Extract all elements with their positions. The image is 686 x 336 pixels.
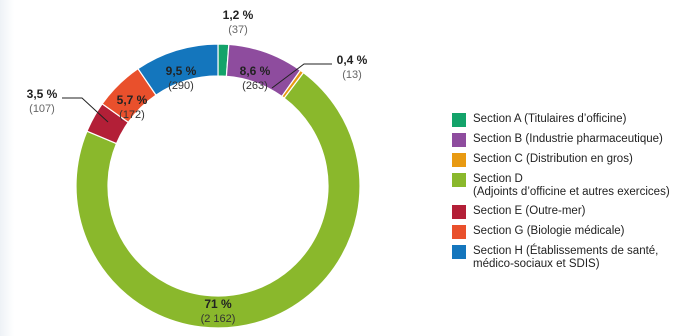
count-label-0: (37) — [228, 24, 248, 36]
legend-label-5: Section G (Biologie médicale) — [473, 225, 625, 237]
legend-label-0: Section A (Titulaires d’officine) — [473, 113, 627, 125]
legend-label-4: Section E (Outre-mer) — [473, 205, 586, 217]
percent-label-4: 3,5 % — [27, 87, 58, 101]
legend-item-6: Section H (Établissements de santé, médi… — [452, 245, 684, 271]
legend-swatch-3 — [452, 173, 466, 187]
donut-slice-3 — [75, 71, 361, 329]
legend-item-5: Section G (Biologie médicale) — [452, 225, 684, 239]
count-label-3: (2 162) — [201, 313, 236, 325]
count-label-2: (13) — [342, 69, 362, 81]
count-label-6: (290) — [168, 80, 194, 92]
legend-swatch-2 — [452, 153, 466, 167]
donut-slice-6 — [137, 43, 219, 96]
percent-label-5: 5,7 % — [117, 93, 148, 107]
legend-label-3: Section D (Adjoints d’officine et autres… — [473, 173, 670, 198]
legend-item-3: Section D (Adjoints d’officine et autres… — [452, 173, 684, 199]
count-label-1: (263) — [242, 80, 268, 92]
percent-label-1: 8,6 % — [240, 64, 271, 78]
percent-label-0: 1,2 % — [223, 8, 254, 22]
percent-label-2: 0,4 % — [337, 53, 368, 67]
legend-item-0: Section A (Titulaires d’officine) — [452, 113, 684, 127]
legend: Section A (Titulaires d’officine) Section… — [452, 113, 684, 277]
count-label-5: (172) — [119, 109, 145, 121]
legend-swatch-1 — [452, 133, 466, 147]
percent-label-6: 9,5 % — [166, 64, 197, 78]
leader-line-2 — [271, 63, 332, 89]
legend-swatch-5 — [452, 225, 466, 239]
legend-item-2: Section C (Distribution en gros) — [452, 153, 684, 167]
legend-swatch-6 — [452, 245, 466, 259]
leader-line-4 — [62, 97, 109, 123]
legend-label-1: Section B (Industrie pharmaceutique) — [473, 133, 663, 145]
legend-item-4: Section E (Outre-mer) — [452, 205, 684, 219]
legend-label-6: Section H (Établissements de santé, médi… — [473, 245, 659, 270]
legend-item-1: Section B (Industrie pharmaceutique) — [452, 133, 684, 147]
count-label-4: (107) — [29, 103, 55, 115]
legend-swatch-0 — [452, 113, 466, 127]
percent-label-3: 71 % — [204, 297, 232, 311]
legend-swatch-4 — [452, 205, 466, 219]
legend-label-2: Section C (Distribution en gros) — [473, 153, 633, 165]
